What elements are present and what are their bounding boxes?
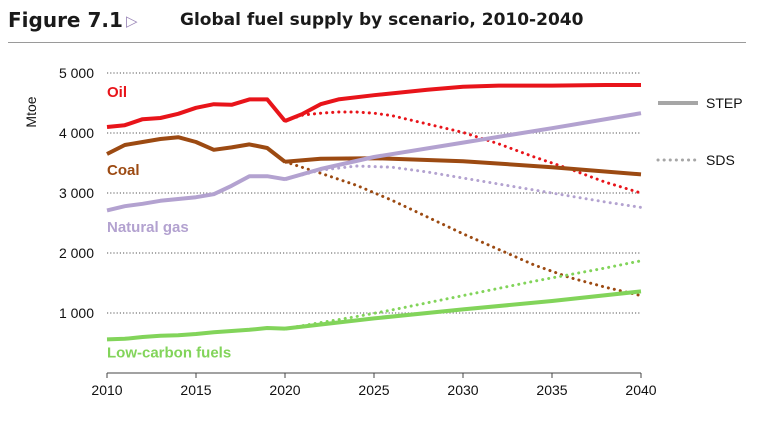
y-axis: 1 000 2 000 3 000 4 000 5 000 Mtoe [23, 65, 94, 321]
y-tick-label: 4 000 [59, 125, 94, 141]
x-tick-label: 2010 [91, 382, 122, 398]
x-tick-label: 2035 [536, 382, 567, 398]
low-carbon-fuels-sds-line [283, 259, 643, 331]
y-tick-label: 5 000 [59, 65, 94, 81]
x-tick-label: 2025 [358, 382, 389, 398]
legend: STEP SDS [656, 95, 743, 168]
figure-header: Figure 7.1 ▷ Global fuel supply by scena… [8, 6, 748, 40]
y-tick-label: 2 000 [59, 245, 94, 261]
oil-step-line [284, 83, 641, 123]
legend-label-sds: SDS [706, 152, 735, 168]
natural-gas-sds-line [283, 164, 643, 209]
oil-history-line [106, 97, 287, 129]
coal-step-line [284, 156, 642, 177]
x-tick-label: 2030 [447, 382, 478, 398]
figure-arrow-icon: ▷ [126, 13, 138, 30]
x-tick-label: 2015 [180, 382, 211, 398]
gridlines [107, 72, 641, 314]
y-tick-label: 1 000 [59, 305, 94, 321]
series-labels: Oil Coal Natural gas Low-carbon fuels [107, 84, 231, 361]
natural-gas-step-line [284, 111, 642, 182]
coal-label: Coal [107, 162, 140, 179]
coal-sds-line [283, 160, 643, 298]
legend-label-step: STEP [706, 95, 743, 111]
x-tick-label: 2040 [625, 382, 656, 398]
low-carbon-fuels-step-line [284, 289, 642, 331]
low-carbon-fuels-history-line [106, 326, 286, 342]
x-tick-label: 2020 [269, 382, 300, 398]
natural-gas-history-line [106, 174, 286, 213]
y-axis-label: Mtoe [23, 96, 39, 127]
series-lines [106, 83, 643, 342]
chart-title: Global fuel supply by scenario, 2010-204… [180, 10, 584, 30]
low-carbon-fuels-label: Low-carbon fuels [107, 344, 231, 361]
natural-gas-label: Natural gas [107, 219, 189, 236]
header-divider [8, 42, 746, 43]
figure-number: Figure 7.1 [8, 8, 123, 32]
x-axis: 2010 2015 2020 2025 2030 2035 2040 [91, 372, 657, 398]
y-tick-label: 3 000 [59, 185, 94, 201]
coal-history-line [106, 135, 287, 164]
oil-label: Oil [107, 84, 127, 101]
